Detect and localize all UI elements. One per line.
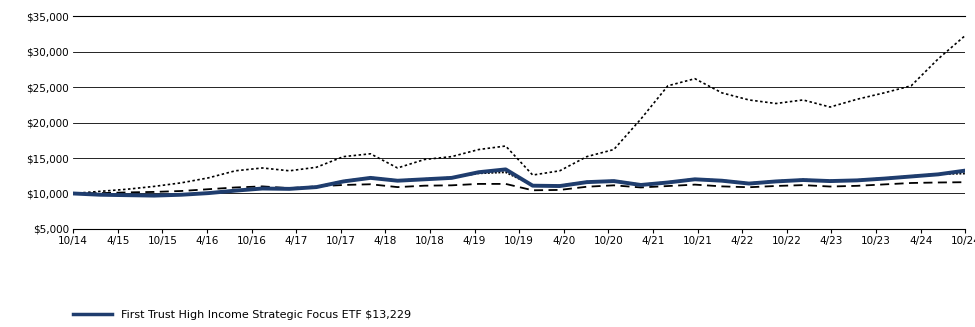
Legend: First Trust High Income Strategic Focus ETF $13,229, Blended Index $12,820, Bloo: First Trust High Income Strategic Focus … bbox=[73, 310, 411, 327]
